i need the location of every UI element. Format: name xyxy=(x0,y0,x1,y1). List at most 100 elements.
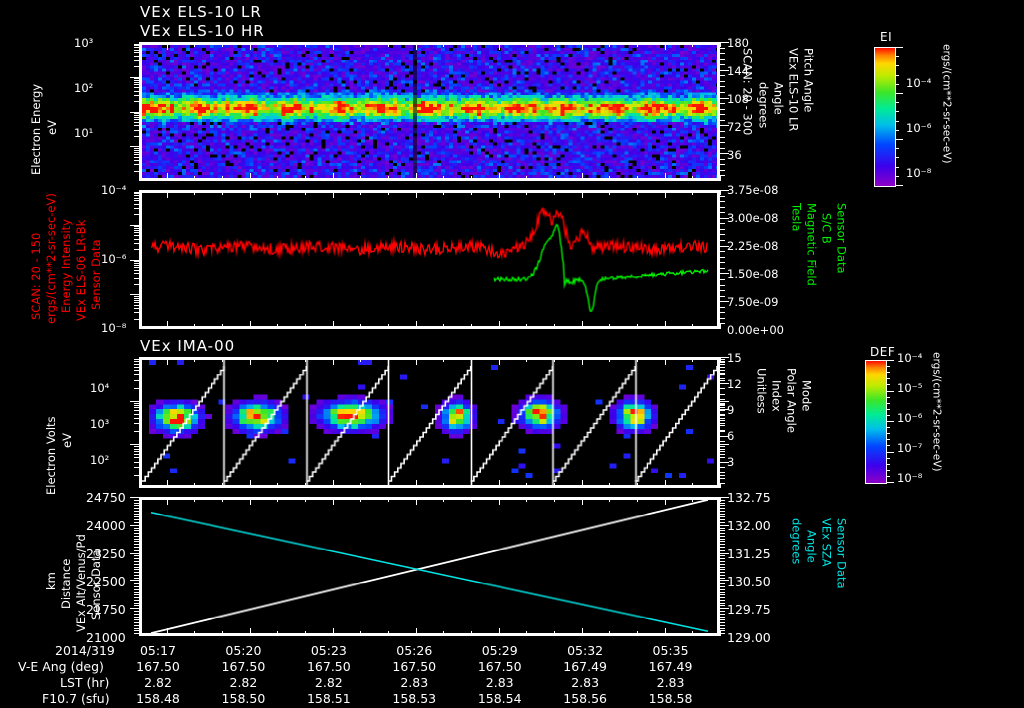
panel4-ytick-3: 22500 xyxy=(86,574,126,589)
panel1-ytick-0: 10³ xyxy=(74,36,94,50)
panel3-axis-ticks xyxy=(128,357,732,488)
panel3-colorbar-tick-4: 10⁻⁸ xyxy=(897,471,923,485)
footer-lst-0: 2.82 xyxy=(144,675,172,690)
panel1-title-lr: VEx ELS-10 LR xyxy=(140,3,262,21)
footer-lst-1: 2.82 xyxy=(229,675,258,690)
footer-f107-4: 158.54 xyxy=(477,691,522,706)
panel4-ytick-right-1: 132.00 xyxy=(727,518,771,533)
panel3-colorbar-tick-3: 10⁻⁷ xyxy=(897,441,923,455)
panel2-left-unit: ergs/(cm**2-sr-sec-eV) xyxy=(44,193,58,324)
panel3-ytick-0: 10⁴ xyxy=(90,381,110,395)
panel3-title: VEx IMA-00 xyxy=(140,337,236,355)
panel1-colorbar-ticks xyxy=(895,46,907,186)
panel3-ytick-right-3: 6 xyxy=(727,429,735,443)
footer-time-6: 05:35 xyxy=(652,643,689,658)
panel3-ytick-right-1: 12 xyxy=(727,377,742,391)
panel4-ytick-0: 24750 xyxy=(86,490,126,505)
panel1-colorbar-tick-0: 10⁻⁴ xyxy=(906,76,932,90)
panel1-ytick-right-3: 72 xyxy=(727,120,742,134)
panel2-left-intensity-label: Energy Intensity xyxy=(59,219,73,313)
footer-f107-0: 158.48 xyxy=(136,691,180,706)
footer-lst-2: 2.82 xyxy=(314,675,343,690)
panel1-right-scan-label: SCAN: 20 - 300 xyxy=(740,48,755,136)
footer-ve-ang-2: 167.50 xyxy=(306,659,351,674)
panel2-ytick-2: 10⁻⁸ xyxy=(101,321,127,335)
panel2-ytick-right-2: 2.25e-08 xyxy=(727,239,779,253)
panel3-left-axis-label: Electron Volts xyxy=(44,416,58,495)
panel1-ytick-2: 10¹ xyxy=(74,126,94,140)
panel4-left-unit: km xyxy=(44,572,58,590)
panel1-right-angle-label: Angle xyxy=(771,82,786,115)
panel2-ytick-right-1: 3.00e-08 xyxy=(727,211,779,225)
footer-time-4: 05:29 xyxy=(481,643,518,658)
footer-f107-5: 158.56 xyxy=(563,691,607,706)
panel2-axis-ticks xyxy=(128,190,732,329)
panel3-ytick-right-4: 3 xyxy=(727,455,735,469)
panel3-ytick-1: 10³ xyxy=(90,417,110,431)
panel2-right-sc-label: S/C B xyxy=(819,213,834,244)
footer-ve-ang-4: 167.50 xyxy=(477,659,522,674)
panel3-left-axis-unit: eV xyxy=(60,433,74,448)
panel3-ytick-2: 10² xyxy=(90,453,110,467)
panel2-ytick-right-0: 3.75e-08 xyxy=(727,183,779,197)
panel3-ytick-right-0: 15 xyxy=(727,351,742,365)
footer-date: 2014/319 xyxy=(55,643,115,658)
panel4-ytick-right-0: 132.75 xyxy=(727,490,771,505)
panel4-ytick-right-2: 131.25 xyxy=(727,546,771,561)
panel1-colorbar xyxy=(874,47,896,187)
panel2-right-unit: Tesla xyxy=(789,203,804,232)
panel3-colorbar-title: DEF xyxy=(870,345,896,359)
panel1-ytick-right-4: 36 xyxy=(727,148,742,162)
footer-lst-6: 2.83 xyxy=(656,675,685,690)
panel1-left-axis-unit: eV xyxy=(45,120,59,135)
panel4-ytick-2: 23250 xyxy=(86,546,126,561)
panel2-ytick-right-4: 7.50e-09 xyxy=(727,295,779,309)
panel3-ytick-right-2: 9 xyxy=(727,403,735,417)
panel3-colorbar-tick-0: 10⁻⁴ xyxy=(897,351,923,365)
panel2-left-sensor-title: Sensor Data xyxy=(89,239,103,310)
footer-time-2: 05:23 xyxy=(310,643,347,658)
panel2-ytick-1: 10⁻⁶ xyxy=(101,252,127,266)
panel1-title-hr: VEx ELS-10 HR xyxy=(140,22,265,40)
footer-row-label-ve-ang: V-E Ang (deg) xyxy=(18,659,104,674)
panel2-left-scan-label: SCAN: 20 - 150 xyxy=(29,232,43,320)
panel4-ytick-1: 24000 xyxy=(86,518,126,533)
panel1-ytick-right-1: 144 xyxy=(727,64,749,78)
panel3-right-polar-label: Polar Angle xyxy=(784,368,799,433)
panel3-right-unit: Unitless xyxy=(754,368,769,414)
panel3-colorbar xyxy=(865,360,887,484)
panel1-colorbar-tick-2: 10⁻⁸ xyxy=(906,166,932,180)
footer-time-5: 05:32 xyxy=(567,643,604,658)
panel2-ytick-right-3: 1.50e-08 xyxy=(727,267,779,281)
panel3-right-index-label: Index xyxy=(769,380,784,412)
footer-ve-ang-1: 167.50 xyxy=(221,659,266,674)
panel4-right-angle-label: Angle xyxy=(804,530,819,563)
panel4-ytick-right-3: 130.50 xyxy=(727,574,771,589)
footer-ve-ang-0: 167.50 xyxy=(136,659,180,674)
panel1-right-title: Pitch Angle xyxy=(801,48,816,113)
footer-f107-3: 158.53 xyxy=(392,691,437,706)
panel1-colorbar-title: EI xyxy=(880,30,893,44)
panel3-colorbar-tick-1: 10⁻⁵ xyxy=(897,381,923,395)
footer-lst-5: 2.83 xyxy=(571,675,600,690)
footer-f107-6: 158.58 xyxy=(648,691,693,706)
footer-ve-ang-5: 167.49 xyxy=(563,659,607,674)
panel4-ytick-right-4: 129.75 xyxy=(727,602,771,617)
panel4-right-sza-label: VEx SZA xyxy=(819,518,834,567)
footer-f107-2: 158.51 xyxy=(306,691,351,706)
panel1-right-unit: degrees xyxy=(756,82,771,129)
footer-time-0: 05:17 xyxy=(139,643,177,658)
panel1-right-sensor-label: VEx ELS-10 LR xyxy=(786,48,801,132)
panel4-left-distance-label: Distance xyxy=(59,558,73,609)
panel2-right-field-label: Magnetic Field xyxy=(804,203,819,286)
panel4-ytick-5: 21000 xyxy=(86,630,126,645)
footer-f107-1: 158.50 xyxy=(221,691,266,706)
panel1-ytick-right-2: 108 xyxy=(727,92,749,106)
panel4-ytick-right-5: 129.00 xyxy=(727,630,771,645)
footer-ve-ang-6: 167.49 xyxy=(648,659,693,674)
panel3-colorbar-unit: ergs/(cm**2-sr-sec-eV) xyxy=(930,352,943,472)
panel4-right-unit: degrees xyxy=(789,518,804,565)
panel2-right-sensor-title: Sensor Data xyxy=(834,203,849,274)
panel4-axis-ticks xyxy=(128,497,732,636)
